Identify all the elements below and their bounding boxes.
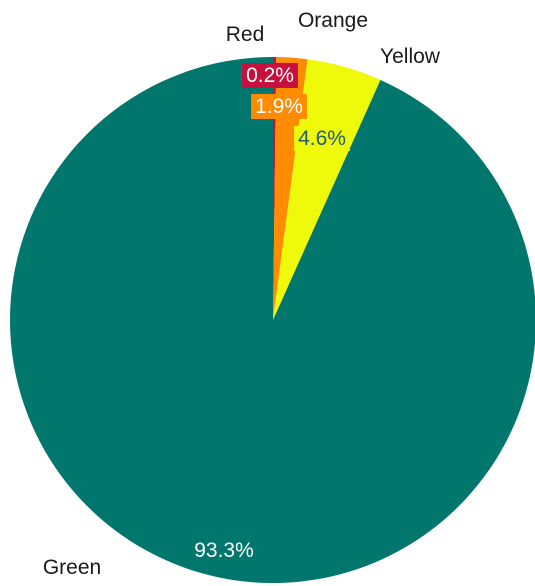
category-label-orange: Orange — [298, 9, 368, 32]
svg-text:1.9%: 1.9% — [255, 95, 303, 118]
slice-green — [10, 57, 535, 583]
percent-label-yellow: 4.6% — [294, 126, 350, 151]
svg-text:93.3%: 93.3% — [194, 539, 254, 562]
percent-labels: 0.2% 1.9% 4.6% 93.3% — [194, 63, 350, 562]
category-labels: Red Orange Yellow Green — [43, 9, 441, 579]
slice-yellow — [273, 59, 381, 320]
svg-text:4.6%: 4.6% — [298, 127, 346, 150]
svg-text:0.2%: 0.2% — [246, 64, 294, 87]
percent-label-orange: 1.9% — [251, 94, 307, 119]
percent-label-green: 93.3% — [194, 539, 254, 562]
category-label-green: Green — [43, 556, 101, 579]
category-label-yellow: Yellow — [380, 45, 441, 68]
slice-red — [273, 57, 277, 320]
category-label-red: Red — [226, 23, 265, 46]
pie-slices — [10, 57, 535, 583]
percent-label-red: 0.2% — [242, 63, 298, 88]
slice-orange — [273, 57, 308, 321]
